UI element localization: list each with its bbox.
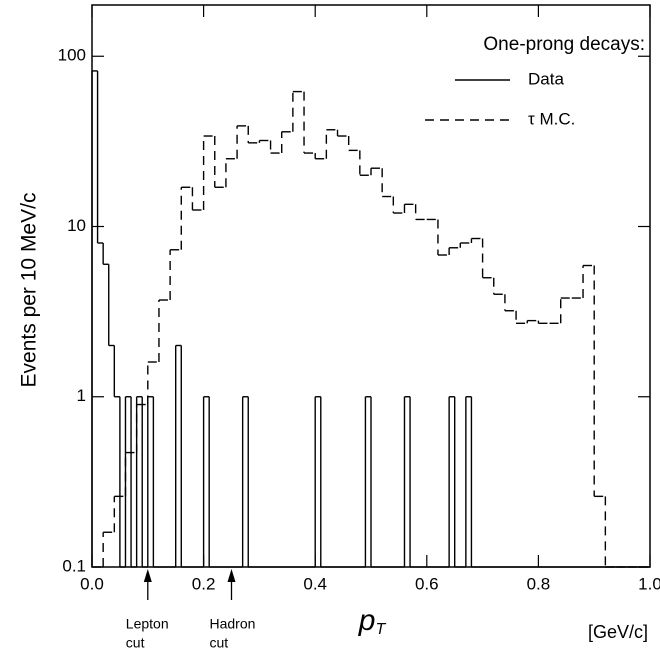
x-label-main: p: [358, 604, 376, 637]
annotation-arrowhead: [143, 569, 152, 582]
legend-label: τ M.C.: [528, 109, 575, 128]
x-tick-label: 0.8: [527, 574, 551, 593]
annotation-text: cut: [126, 635, 145, 651]
x-tick-label: 0.2: [192, 574, 216, 593]
series-1: [92, 90, 650, 568]
y-tick-label: 100: [58, 46, 86, 65]
x-tick-label: 0.4: [303, 574, 327, 593]
x-tick-label: 0.0: [80, 574, 104, 593]
y-tick-label: 0.1: [62, 556, 86, 575]
x-axis-unit: [GeV/c]: [588, 622, 648, 642]
legend-title: One-prong decays:: [483, 34, 645, 55]
legend-label: Data: [528, 69, 564, 88]
x-tick-label: 1.0: [638, 574, 660, 593]
x-tick-label: 0.6: [415, 574, 439, 593]
y-tick-label: 10: [67, 216, 86, 235]
annotation-text: Hadron: [210, 616, 256, 632]
y-tick-label: 1: [77, 386, 86, 405]
x-label-sub: T: [375, 621, 386, 638]
y-axis-label: Events per 10 MeV/c: [18, 193, 41, 388]
annotation-arrowhead: [227, 569, 236, 582]
series-0: [91, 70, 650, 568]
annotation-text: cut: [210, 635, 229, 651]
x-axis-label: pT: [358, 604, 387, 638]
annotation-text: Lepton: [126, 616, 169, 632]
